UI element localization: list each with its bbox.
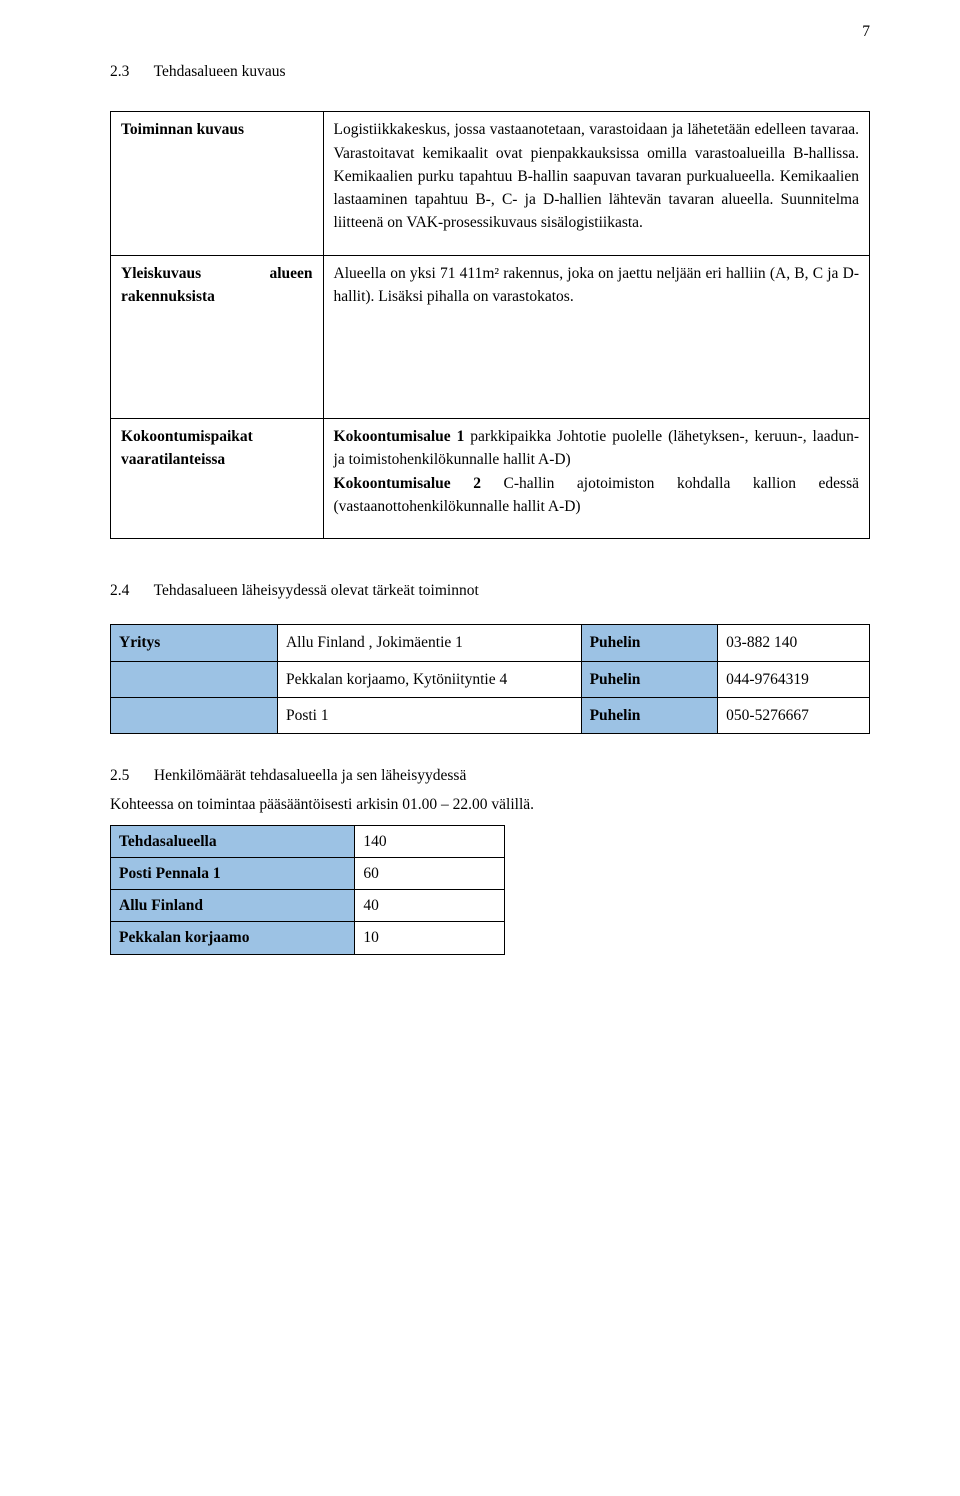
row-content: Logistiikkakeskus, jossa vastaanotetaan,… — [323, 112, 869, 255]
counts-table: Tehdasalueella 140 Posti Pennala 1 60 Al… — [110, 825, 505, 955]
kokoontumis-1-bold: Kokoontumisalue 1 — [334, 428, 465, 445]
row-label: Kokoontumispaikat vaaratilanteissa — [111, 419, 324, 539]
count-value: 40 — [355, 890, 505, 922]
page-number: 7 — [862, 20, 870, 43]
section-2-5-heading: 2.5 Henkilömäärät tehdasalueella ja sen … — [110, 764, 870, 787]
table-row: Pekkalan korjaamo 10 — [111, 922, 505, 954]
puhelin-label: Puhelin — [581, 625, 718, 661]
yritys-label: Yritys — [111, 625, 278, 661]
yritys-label-empty — [111, 661, 278, 697]
table-row: Yritys Allu Finland , Jokimäentie 1 Puhe… — [111, 625, 870, 661]
description-table: Toiminnan kuvaus Logistiikkakeskus, joss… — [110, 111, 870, 539]
count-value: 10 — [355, 922, 505, 954]
section-2-5-num: 2.5 — [110, 764, 150, 787]
count-value: 60 — [355, 857, 505, 889]
yritys-phone: 050-5276667 — [718, 697, 870, 733]
table-row: Posti 1 Puhelin 050-5276667 — [111, 697, 870, 733]
kokoontumis-2-bold: Kokoontumisalue 2 — [334, 475, 481, 492]
count-label: Allu Finland — [111, 890, 355, 922]
puhelin-label: Puhelin — [581, 697, 718, 733]
section-2-3-heading: 2.3 Tehdasalueen kuvaus — [110, 60, 870, 83]
yritys-name: Allu Finland , Jokimäentie 1 — [277, 625, 581, 661]
section-2-4-num: 2.4 — [110, 579, 150, 602]
table-row: Tehdasalueella 140 — [111, 825, 505, 857]
table-row: Pekkalan korjaamo, Kytöniityntie 4 Puhel… — [111, 661, 870, 697]
table-row: Posti Pennala 1 60 — [111, 857, 505, 889]
section-2-4-heading: 2.4 Tehdasalueen läheisyydessä olevat tä… — [110, 579, 870, 602]
yritys-phone: 03-882 140 — [718, 625, 870, 661]
table-row: Toiminnan kuvaus Logistiikkakeskus, joss… — [111, 112, 870, 255]
table-row: Kokoontumispaikat vaaratilanteissa Kokoo… — [111, 419, 870, 539]
yritys-name: Pekkalan korjaamo, Kytöniityntie 4 — [277, 661, 581, 697]
count-label: Pekkalan korjaamo — [111, 922, 355, 954]
section-2-3-title: Tehdasalueen kuvaus — [154, 63, 286, 80]
yritys-name: Posti 1 — [277, 697, 581, 733]
row-label: Yleiskuvaus alueen rakennuksista — [111, 255, 324, 419]
between-text: Kohteessa on toimintaa pääsääntöisesti a… — [110, 793, 870, 816]
puhelin-label: Puhelin — [581, 661, 718, 697]
section-2-3-num: 2.3 — [110, 60, 150, 83]
row-content: Alueella on yksi 71 411m² rakennus, joka… — [323, 255, 869, 419]
section-2-4-title: Tehdasalueen läheisyydessä olevat tärkeä… — [154, 582, 479, 599]
yritys-table: Yritys Allu Finland , Jokimäentie 1 Puhe… — [110, 624, 870, 734]
row-label: Toiminnan kuvaus — [111, 112, 324, 255]
count-label: Tehdasalueella — [111, 825, 355, 857]
table-row: Allu Finland 40 — [111, 890, 505, 922]
yritys-label-empty — [111, 697, 278, 733]
yritys-phone: 044-9764319 — [718, 661, 870, 697]
section-2-5-title: Henkilömäärät tehdasalueella ja sen lähe… — [154, 767, 466, 784]
row-content: Kokoontumisalue 1 parkkipaikka Johtotie … — [323, 419, 869, 539]
count-value: 140 — [355, 825, 505, 857]
table-row: Yleiskuvaus alueen rakennuksista Alueell… — [111, 255, 870, 419]
count-label: Posti Pennala 1 — [111, 857, 355, 889]
